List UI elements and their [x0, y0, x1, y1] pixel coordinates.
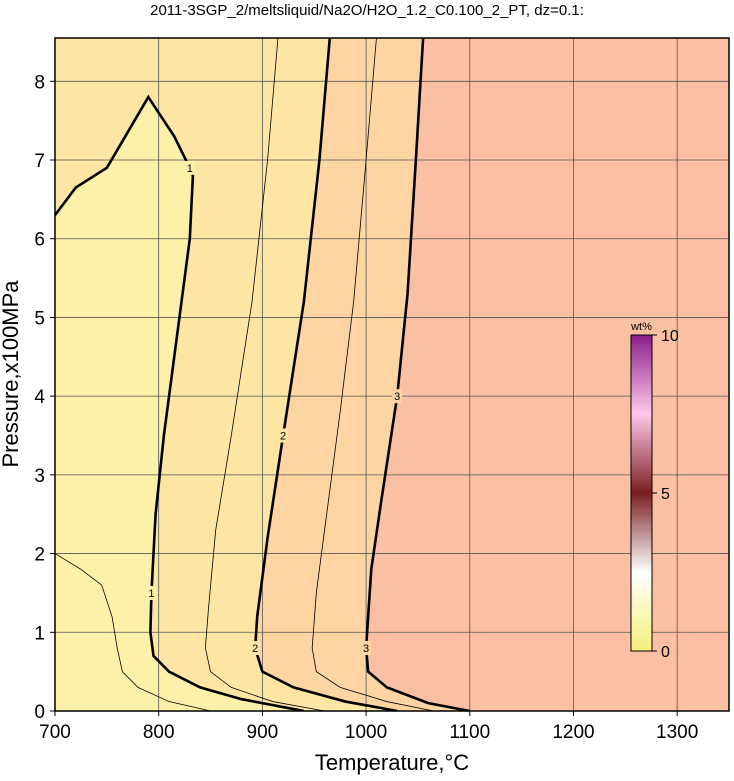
chart-title: 2011-3SGP_2/meltsliquid/Na2O/H2O_1.2_C0.…	[150, 2, 584, 19]
x-tick-label: 900	[247, 722, 279, 743]
y-tick-label: 2	[34, 545, 45, 566]
contour-line	[311, 38, 434, 711]
y-axis-label: Pressure,x100MPa	[0, 280, 23, 468]
x-tick-label: 1200	[552, 722, 594, 743]
y-tick-label: 3	[34, 466, 45, 487]
x-tick-label: 700	[39, 722, 71, 743]
plot-area: 3 3 2 2 1 1	[55, 38, 729, 711]
x-tick-label: 1300	[656, 722, 698, 743]
colorbar-tick-label: 10	[661, 328, 679, 345]
colorbar-tick-label: 5	[661, 486, 670, 503]
contour-label-bg	[278, 428, 289, 443]
y-tick-label: 0	[34, 702, 45, 723]
colorbar	[630, 334, 653, 652]
plot-frame	[54, 37, 730, 712]
contour-line	[55, 94, 305, 711]
colorbar-tick-label: 0	[661, 644, 670, 661]
contour-label-bg	[392, 389, 403, 404]
contour-line	[55, 553, 211, 711]
contour-label: 3	[363, 643, 369, 655]
x-tick-label: 1000	[345, 722, 387, 743]
y-tick-label: 5	[34, 308, 45, 329]
colorbar-label: wt%	[630, 321, 652, 333]
contour-line	[253, 38, 398, 711]
contour-label: 2	[280, 431, 286, 443]
contour-label-bg	[250, 641, 261, 656]
contour-label-bg	[361, 641, 372, 656]
contour-label: 2	[252, 643, 258, 655]
contour-label: 1	[187, 163, 193, 175]
contour-label-bg	[184, 160, 195, 175]
y-tick-label: 1	[34, 623, 45, 644]
y-tick-label: 8	[34, 72, 45, 93]
contour-fill	[55, 97, 304, 711]
x-axis-label: Temperature,°C	[315, 750, 469, 775]
x-tick-label: 1100	[449, 722, 490, 743]
contour-label: 1	[148, 588, 154, 600]
contour-label-bg	[146, 585, 157, 600]
y-tick-label: 6	[34, 230, 45, 251]
y-tick-label: 4	[34, 387, 45, 408]
y-tick-label: 7	[34, 151, 45, 172]
overlay: 700 800 900 1000 1100 1200 1300 0 1 2 3 4 5 6 7 8 0 5 10 wt…	[34, 37, 730, 743]
contour-line	[204, 38, 325, 711]
x-tick-label: 800	[143, 722, 175, 743]
contour-label: 3	[394, 391, 400, 403]
contour-line	[364, 38, 471, 711]
